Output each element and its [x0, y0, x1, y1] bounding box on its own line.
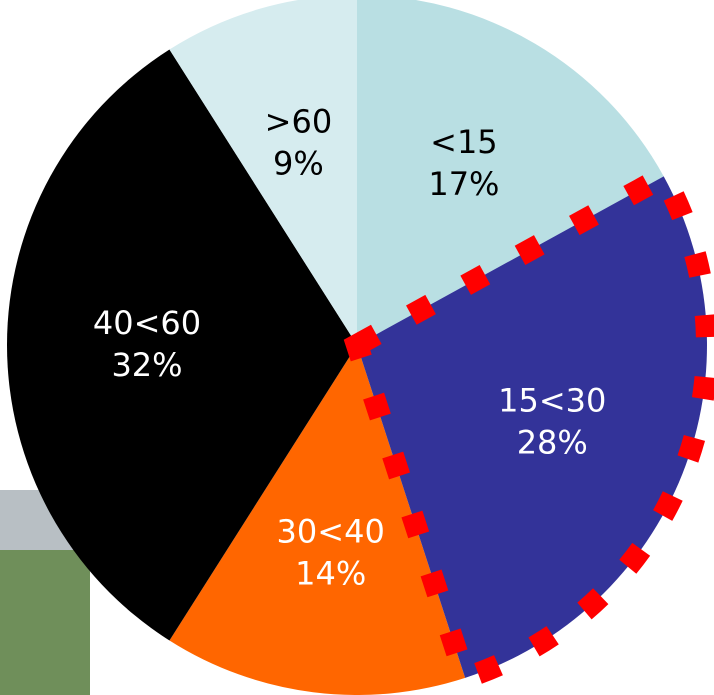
slice-value-label: 9%: [273, 144, 324, 182]
slice-category-label: >60: [265, 102, 333, 140]
slice-value-label: 32%: [111, 346, 182, 384]
slice-category-label: <15: [430, 123, 498, 161]
slice-category-label: 15<30: [498, 381, 606, 419]
pie-slice: [6, 49, 357, 641]
slice-value-label: 17%: [428, 165, 499, 203]
slice-category-label: 40<60: [93, 304, 201, 342]
slice-value-label: 14%: [295, 554, 366, 592]
slice-value-label: 28%: [517, 423, 588, 461]
pie: <15 17% 15<30 28% 30<40 14% 40<60 32% >60 9%: [6, 0, 714, 695]
pie-slice: [169, 0, 357, 345]
pie-slice: [357, 0, 664, 345]
pie-slice: [343, 161, 714, 692]
slice-category-label: 30<40: [277, 512, 385, 550]
pie-slice: [169, 345, 466, 695]
